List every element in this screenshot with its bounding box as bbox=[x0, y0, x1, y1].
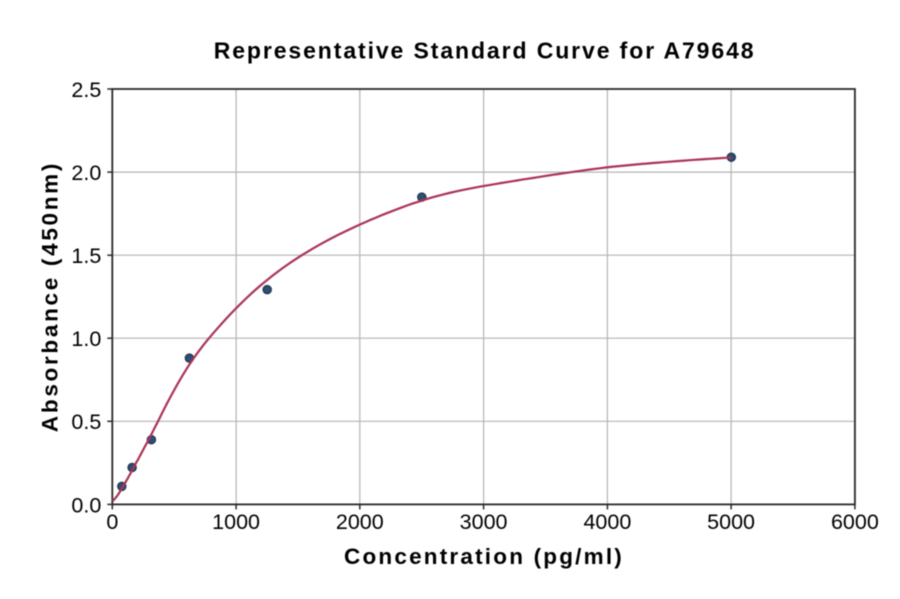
svg-text:1.5: 1.5 bbox=[71, 244, 101, 268]
svg-text:0.5: 0.5 bbox=[71, 410, 101, 434]
svg-text:3000: 3000 bbox=[460, 510, 508, 534]
svg-text:Representative Standard Curve: Representative Standard Curve for A79648 bbox=[214, 38, 756, 64]
svg-text:6000: 6000 bbox=[831, 510, 879, 534]
svg-text:4000: 4000 bbox=[583, 510, 631, 534]
svg-text:Absorbance (450nm): Absorbance (450nm) bbox=[38, 161, 63, 432]
svg-text:1000: 1000 bbox=[212, 510, 260, 534]
svg-text:2.5: 2.5 bbox=[71, 78, 101, 102]
svg-text:1.0: 1.0 bbox=[71, 327, 101, 351]
svg-text:5000: 5000 bbox=[707, 510, 755, 534]
svg-text:2.0: 2.0 bbox=[71, 161, 101, 185]
svg-text:Concentration (pg/ml): Concentration (pg/ml) bbox=[344, 544, 624, 569]
svg-text:2000: 2000 bbox=[336, 510, 384, 534]
svg-text:0.0: 0.0 bbox=[71, 493, 101, 517]
svg-text:0: 0 bbox=[106, 510, 118, 534]
